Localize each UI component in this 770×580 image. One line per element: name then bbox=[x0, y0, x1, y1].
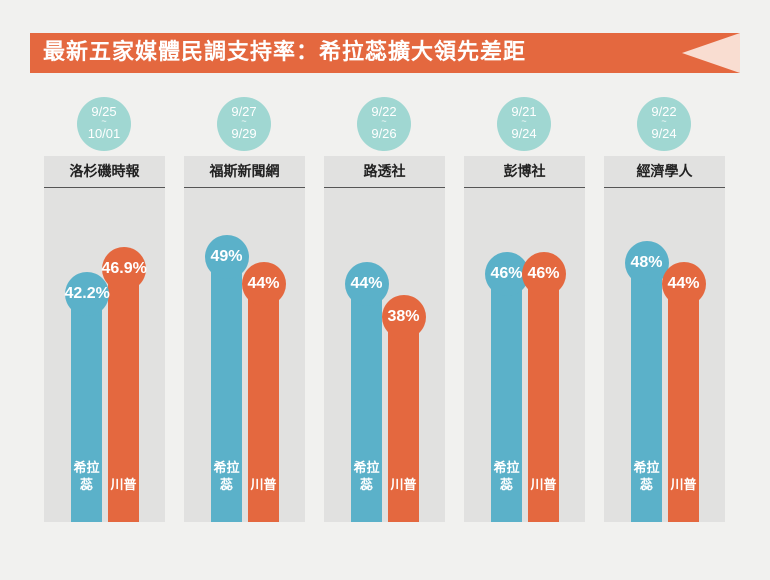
poll-source-name: 洛杉磯時報 bbox=[44, 156, 165, 188]
date-end: 9/24 bbox=[651, 126, 677, 141]
trump-value-label: 44% bbox=[661, 262, 706, 307]
trump-bar bbox=[528, 273, 559, 522]
poll-panel: 經濟學人希拉蕊 川普 bbox=[604, 156, 725, 522]
date-end: 9/29 bbox=[231, 126, 257, 141]
date-separator: ~ bbox=[661, 116, 667, 126]
clinton-bar-label: 希拉蕊 bbox=[353, 461, 380, 493]
date-end: 9/24 bbox=[511, 126, 537, 141]
date-start: 9/22 bbox=[651, 104, 677, 119]
date-separator: ~ bbox=[521, 116, 527, 126]
trump-bar bbox=[248, 284, 279, 522]
clinton-value-label: 42.2% bbox=[64, 272, 110, 317]
date-start: 9/25 bbox=[91, 104, 117, 119]
clinton-bar bbox=[631, 262, 662, 522]
clinton-bar-label: 希拉蕊 bbox=[493, 461, 520, 493]
title-banner-notch bbox=[682, 33, 740, 73]
trump-bar-label: 川普 bbox=[530, 478, 557, 493]
clinton-bar bbox=[211, 257, 242, 522]
poll-panel: 彭博社希拉蕊 川普 bbox=[464, 156, 585, 522]
trump-bar bbox=[388, 316, 419, 522]
poll-source-name: 彭博社 bbox=[464, 156, 585, 188]
clinton-bar-label: 希拉蕊 bbox=[73, 461, 100, 493]
trump-bar-label: 川普 bbox=[110, 478, 137, 493]
poll-panel: 洛杉磯時報希拉蕊 川普 bbox=[44, 156, 165, 522]
chart-title: 最新五家媒體民調支持率：希拉蕊擴大領先差距 bbox=[43, 40, 527, 65]
trump-bar bbox=[668, 284, 699, 522]
date-end: 10/01 bbox=[87, 126, 121, 141]
poll-panel: 路透社希拉蕊 川普 bbox=[324, 156, 445, 522]
date-range-badge: 9/25 ~10/01 bbox=[77, 97, 131, 151]
clinton-bar-label: 希拉蕊 bbox=[213, 461, 240, 493]
clinton-value-label: 44% bbox=[344, 262, 389, 307]
poll-source-name: 福斯新聞網 bbox=[184, 156, 305, 188]
clinton-bar bbox=[491, 273, 522, 522]
poll-panel: 福斯新聞網希拉蕊 川普 bbox=[184, 156, 305, 522]
clinton-bar-label: 希拉蕊 bbox=[633, 461, 660, 493]
trump-bar bbox=[108, 268, 139, 522]
date-range-badge: 9/22 ~9/26 bbox=[357, 97, 411, 151]
date-range-badge: 9/21 ~9/24 bbox=[497, 97, 551, 151]
clinton-value-label: 46% bbox=[484, 251, 529, 296]
date-end: 9/26 bbox=[371, 126, 397, 141]
title-banner: 最新五家媒體民調支持率：希拉蕊擴大領先差距 bbox=[30, 33, 740, 73]
trump-value-label: 46% bbox=[521, 251, 566, 296]
trump-value-label: 38% bbox=[381, 294, 426, 339]
trump-value-label: 44% bbox=[241, 262, 286, 307]
clinton-value-label: 48% bbox=[624, 240, 669, 285]
date-separator: ~ bbox=[241, 116, 247, 126]
date-range-badge: 9/22 ~9/24 bbox=[637, 97, 691, 151]
date-separator: ~ bbox=[101, 116, 107, 126]
trump-bar-label: 川普 bbox=[390, 478, 417, 493]
date-range-badge: 9/27 ~9/29 bbox=[217, 97, 271, 151]
trump-bar-label: 川普 bbox=[250, 478, 277, 493]
date-start: 9/27 bbox=[231, 104, 257, 119]
trump-value-label: 46.9% bbox=[101, 246, 147, 291]
clinton-value-label: 49% bbox=[204, 235, 249, 280]
date-start: 9/22 bbox=[371, 104, 397, 119]
clinton-bar bbox=[71, 294, 102, 522]
date-start: 9/21 bbox=[511, 104, 537, 119]
poll-source-name: 經濟學人 bbox=[604, 156, 725, 188]
poll-source-name: 路透社 bbox=[324, 156, 445, 188]
date-separator: ~ bbox=[381, 116, 387, 126]
trump-bar-label: 川普 bbox=[670, 478, 697, 493]
clinton-bar bbox=[351, 284, 382, 522]
